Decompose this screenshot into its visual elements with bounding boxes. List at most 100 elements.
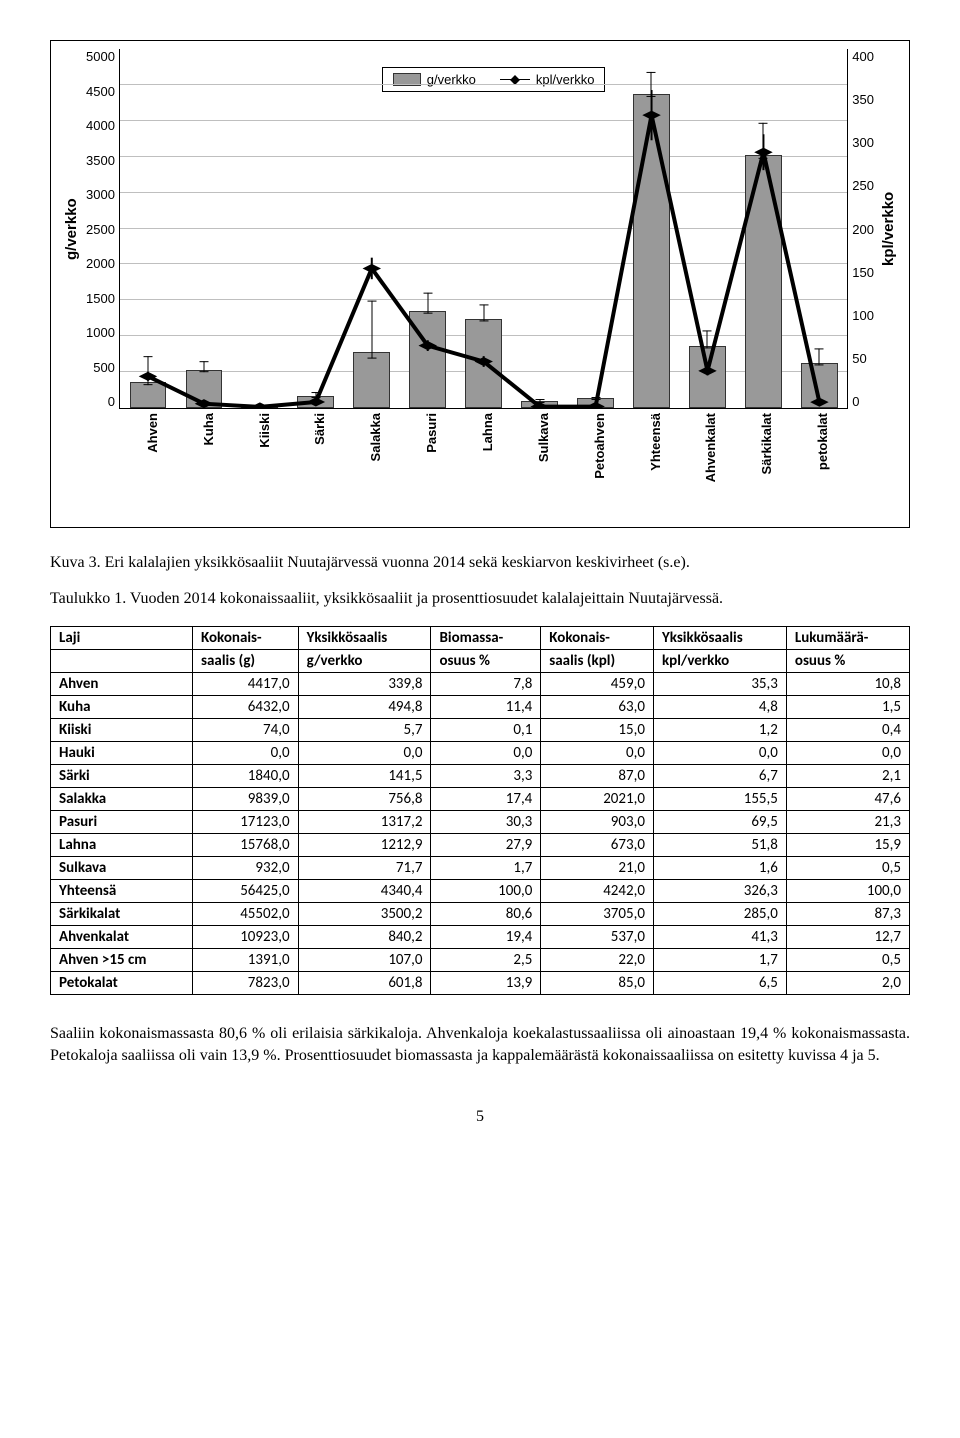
x-tick-label: petokalat (815, 413, 830, 470)
cell: 0,1 (431, 719, 541, 742)
cell: 51,8 (653, 834, 786, 857)
cell: 4242,0 (541, 880, 654, 903)
y-tick-left: 1000 (86, 325, 115, 340)
cell: 1840,0 (193, 765, 299, 788)
cell: 85,0 (541, 972, 654, 995)
cell: 459,0 (541, 673, 654, 696)
table-header: Laji (51, 627, 193, 650)
cell: 15,0 (541, 719, 654, 742)
bar (353, 352, 390, 408)
data-table: LajiKokonais-YksikkösaalisBiomassa-Kokon… (50, 626, 910, 995)
table-row: Kuha6432,0494,811,463,04,81,5 (51, 696, 910, 719)
cell: 107,0 (298, 949, 431, 972)
table-row: Petokalat7823,0601,813,985,06,52,0 (51, 972, 910, 995)
cell: 74,0 (193, 719, 299, 742)
cell: 9839,0 (193, 788, 299, 811)
y-tick-right: 50 (852, 351, 874, 366)
chart-caption: Kuva 3. Eri kalalajien yksikkösaaliit Nu… (50, 554, 910, 572)
cell: 285,0 (653, 903, 786, 926)
cell: 0,0 (653, 742, 786, 765)
cell: 47,6 (786, 788, 909, 811)
table-row: Ahven4417,0339,87,8459,035,310,8 (51, 673, 910, 696)
cell: 17,4 (431, 788, 541, 811)
cell: 27,9 (431, 834, 541, 857)
cell: 10923,0 (193, 926, 299, 949)
cell: 87,0 (541, 765, 654, 788)
cell: 1,2 (653, 719, 786, 742)
row-label: Ahven >15 cm (51, 949, 193, 972)
y-tick-left: 500 (86, 360, 115, 375)
y-tick-left: 4000 (86, 118, 115, 133)
cell: 63,0 (541, 696, 654, 719)
table-header: osuus % (431, 650, 541, 673)
cell: 69,5 (653, 811, 786, 834)
table-row: Sulkava932,071,71,721,01,60,5 (51, 857, 910, 880)
row-label: Ahvenkalat (51, 926, 193, 949)
cell: 2,5 (431, 949, 541, 972)
x-tick-label: Sulkava (536, 413, 551, 462)
x-axis-labels: AhvenKuhaKiiskiSärkiSalakkaPasuriLahnaSu… (61, 409, 899, 523)
cell: 2021,0 (541, 788, 654, 811)
x-tick-label: Särkikalat (759, 413, 774, 474)
x-tick-label: Särki (312, 413, 327, 445)
x-tick-label: Lahna (480, 413, 495, 451)
cell: 5,7 (298, 719, 431, 742)
cell: 3500,2 (298, 903, 431, 926)
bar (745, 155, 782, 408)
cell: 1,6 (653, 857, 786, 880)
row-label: Särki (51, 765, 193, 788)
cell: 2,0 (786, 972, 909, 995)
table-row: Ahven >15 cm1391,0107,02,522,01,70,5 (51, 949, 910, 972)
cell: 21,3 (786, 811, 909, 834)
cell: 1317,2 (298, 811, 431, 834)
cell: 4417,0 (193, 673, 299, 696)
cell: 11,4 (431, 696, 541, 719)
cell: 0,5 (786, 949, 909, 972)
y-tick-right: 200 (852, 222, 874, 237)
x-tick-label: Ahven (145, 413, 160, 453)
y-axis-label-right: kpl/verkko (878, 49, 899, 409)
table-header: Yksikkösaalis (653, 627, 786, 650)
y-tick-left: 1500 (86, 291, 115, 306)
cell: 155,5 (653, 788, 786, 811)
chart-frame: g/verkko 5000450040003500300025002000150… (50, 40, 910, 528)
table-row: Hauki0,00,00,00,00,00,0 (51, 742, 910, 765)
row-label: Pasuri (51, 811, 193, 834)
table-header: Biomassa- (431, 627, 541, 650)
cell: 15,9 (786, 834, 909, 857)
cell: 10,8 (786, 673, 909, 696)
cell: 673,0 (541, 834, 654, 857)
cell: 840,2 (298, 926, 431, 949)
cell: 932,0 (193, 857, 299, 880)
x-tick-label: Kuha (201, 413, 216, 446)
cell: 1,7 (653, 949, 786, 972)
y-tick-right: 400 (852, 49, 874, 64)
row-label: Sulkava (51, 857, 193, 880)
cell: 6432,0 (193, 696, 299, 719)
row-label: Särkikalat (51, 903, 193, 926)
cell: 1212,9 (298, 834, 431, 857)
cell: 13,9 (431, 972, 541, 995)
bar (409, 311, 446, 408)
bar (130, 382, 167, 408)
y-axis-right: 400350300250200150100500 (848, 49, 878, 409)
cell: 0,0 (786, 742, 909, 765)
cell: 0,0 (541, 742, 654, 765)
plot-area: g/verkko kpl/verkko (119, 49, 848, 409)
y-axis-label-left: g/verkko (61, 49, 82, 409)
chart-inner: g/verkko 5000450040003500300025002000150… (61, 49, 899, 409)
table-header: Lukumäärä- (786, 627, 909, 650)
cell: 537,0 (541, 926, 654, 949)
cell: 22,0 (541, 949, 654, 972)
table-header: Yksikkösaalis (298, 627, 431, 650)
cell: 339,8 (298, 673, 431, 696)
cell: 326,3 (653, 880, 786, 903)
cell: 0,0 (431, 742, 541, 765)
row-label: Kiiski (51, 719, 193, 742)
row-label: Ahven (51, 673, 193, 696)
y-tick-left: 2000 (86, 256, 115, 271)
y-tick-left: 3500 (86, 153, 115, 168)
y-tick-right: 100 (852, 308, 874, 323)
table-header: kpl/verkko (653, 650, 786, 673)
y-tick-right: 250 (852, 178, 874, 193)
